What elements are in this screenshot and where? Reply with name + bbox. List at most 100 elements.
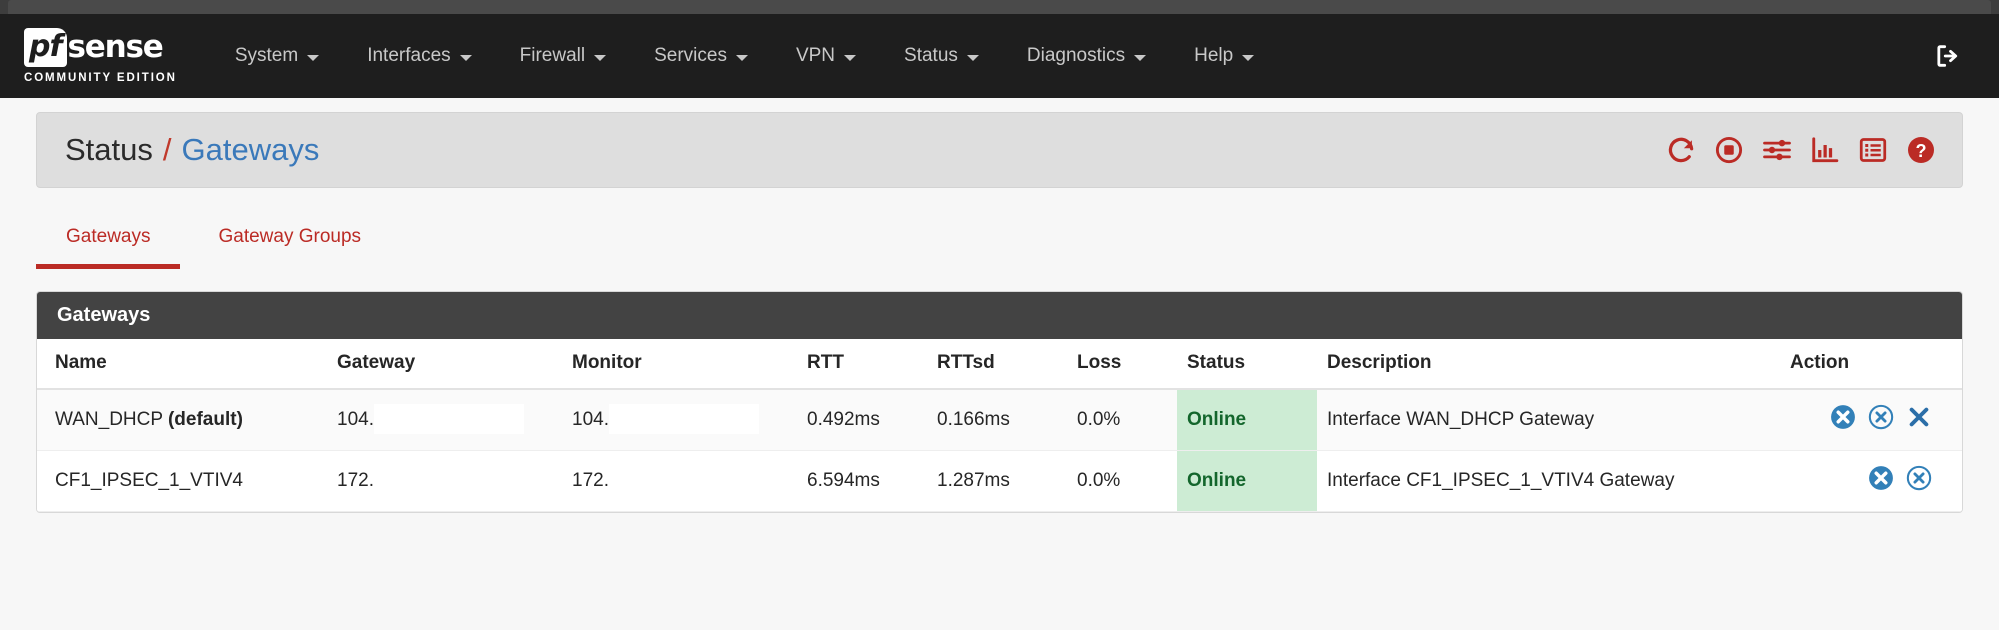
nav-item-help[interactable]: Help <box>1170 14 1278 98</box>
cell-rtt: 6.594ms <box>797 450 927 512</box>
logo-subtitle: COMMUNITY EDITION <box>24 72 177 84</box>
sign-out-icon[interactable] <box>1933 42 1961 70</box>
chevron-down-icon <box>307 55 320 61</box>
gateway-name: WAN_DHCP <box>55 409 163 430</box>
cell-action <box>1762 450 1962 512</box>
status-badge: Online <box>1177 450 1317 512</box>
nav-item-firewall-label: Firewall <box>519 45 586 66</box>
panel-title: Gateways <box>37 292 1962 339</box>
redaction-box <box>373 465 524 495</box>
refresh-icon[interactable] <box>1666 135 1696 165</box>
nav-item-vpn-label: VPN <box>795 45 836 66</box>
cell-rttsd: 1.287ms <box>927 450 1067 512</box>
nav-item-interfaces[interactable]: Interfaces <box>343 14 495 98</box>
times-circle-outline-icon[interactable] <box>1868 404 1894 430</box>
cell-gateway: 104. <box>327 389 562 451</box>
breadcrumb-parent[interactable]: Status <box>65 132 153 167</box>
tab-gateways-label: Gateways <box>66 226 151 247</box>
stop-icon[interactable] <box>1714 135 1744 165</box>
table-header-row: Name Gateway Monitor RTT RTTsd Loss Stat… <box>37 339 1962 390</box>
nav-item-diagnostics-label: Diagnostics <box>1026 45 1126 66</box>
gateways-panel: Gateways Name Gateway Monitor RTT RTTsd … <box>36 291 1963 513</box>
breadcrumb-current[interactable]: Gateways <box>181 132 320 167</box>
gateway-address: 104. <box>337 409 374 431</box>
status-badge: Online <box>1177 389 1317 451</box>
table-header: Name Gateway Monitor RTT RTTsd Loss Stat… <box>37 339 1962 390</box>
times-circle-filled-icon[interactable] <box>1830 404 1856 430</box>
chevron-down-icon <box>966 55 979 61</box>
column-header-monitor: Monitor <box>562 339 797 390</box>
nav-item-diagnostics[interactable]: Diagnostics <box>1003 14 1170 98</box>
window-top-strip <box>0 0 1999 14</box>
chevron-down-icon <box>735 55 748 61</box>
table-body: WAN_DHCP (default) 104. 104. 0.492ms 0.1… <box>37 389 1962 512</box>
table-row[interactable]: CF1_IPSEC_1_VTIV4 172. 172. 6.594ms 1.28… <box>37 450 1962 512</box>
chevron-down-icon <box>1134 55 1147 61</box>
page-header-region: Status / Gateways <box>0 98 1999 188</box>
cell-monitor: 172. <box>562 450 797 512</box>
cell-name: WAN_DHCP (default) <box>37 389 327 451</box>
main-navbar: pf sense COMMUNITY EDITION System Interf… <box>0 14 1999 98</box>
gateways-panel-region: Gateways Name Gateway Monitor RTT RTTsd … <box>0 269 1999 513</box>
logo-sense-text: sense <box>67 29 164 65</box>
column-header-rtt: RTT <box>797 339 927 390</box>
bar-chart-icon[interactable] <box>1810 135 1840 165</box>
pfsense-logo[interactable]: pf sense COMMUNITY EDITION <box>24 28 177 84</box>
nav-item-vpn[interactable]: VPN <box>772 14 880 98</box>
cell-rtt: 0.492ms <box>797 389 927 451</box>
cell-action <box>1762 389 1962 451</box>
default-badge: (default) <box>167 409 243 430</box>
cell-loss: 0.0% <box>1067 389 1177 451</box>
logo-pf-text: pf <box>24 28 67 67</box>
column-header-status: Status <box>1177 339 1317 390</box>
column-header-loss: Loss <box>1067 339 1177 390</box>
times-icon[interactable] <box>1906 404 1932 430</box>
table-row[interactable]: WAN_DHCP (default) 104. 104. 0.492ms 0.1… <box>37 389 1962 451</box>
cell-gateway: 172. <box>327 450 562 512</box>
nav-item-system-label: System <box>234 45 299 66</box>
breadcrumb: Status / Gateways <box>65 132 319 168</box>
gateway-address: 172. <box>337 470 374 492</box>
chevron-down-icon <box>1242 55 1255 61</box>
times-circle-outline-icon[interactable] <box>1906 465 1932 491</box>
cell-description: Interface CF1_IPSEC_1_VTIV4 Gateway <box>1317 450 1762 512</box>
nav-item-services-label: Services <box>654 45 727 66</box>
cell-monitor: 104. <box>562 389 797 451</box>
navbar-menu: System Interfaces Firewall Services VPN … <box>211 14 1278 98</box>
nav-item-status[interactable]: Status <box>880 14 1003 98</box>
monitor-address: 172. <box>572 470 609 492</box>
nav-item-interfaces-label: Interfaces <box>367 45 451 66</box>
nav-item-system[interactable]: System <box>211 14 343 98</box>
list-icon[interactable] <box>1858 135 1888 165</box>
cell-description: Interface WAN_DHCP Gateway <box>1317 389 1762 451</box>
cell-loss: 0.0% <box>1067 450 1177 512</box>
nav-item-firewall[interactable]: Firewall <box>496 14 630 98</box>
chevron-down-icon <box>844 55 857 61</box>
pfsense-logo-mark: pf sense <box>24 28 164 67</box>
nav-item-help-label: Help <box>1194 45 1234 66</box>
nav-item-status-label: Status <box>904 45 958 66</box>
column-header-action: Action <box>1762 339 1962 390</box>
chevron-down-icon <box>459 55 472 61</box>
redaction-box <box>608 465 759 495</box>
tab-gateways[interactable]: Gateways <box>36 218 181 269</box>
sliders-icon[interactable] <box>1762 135 1792 165</box>
breadcrumb-separator: / <box>162 132 172 167</box>
help-icon[interactable]: ? <box>1906 135 1936 165</box>
column-header-rttsd: RTTsd <box>927 339 1067 390</box>
page-header-panel: Status / Gateways <box>36 112 1963 188</box>
row-actions <box>1830 404 1932 430</box>
cell-rttsd: 0.166ms <box>927 389 1067 451</box>
nav-item-services[interactable]: Services <box>630 14 772 98</box>
redaction-box <box>373 404 524 434</box>
tab-gateway-groups-label: Gateway Groups <box>218 226 362 247</box>
times-circle-filled-icon[interactable] <box>1868 465 1894 491</box>
window-top-strip-inner <box>8 0 1991 14</box>
chevron-down-icon <box>594 55 607 61</box>
tab-gateway-groups[interactable]: Gateway Groups <box>188 218 391 269</box>
monitor-address: 104. <box>572 409 609 431</box>
column-header-name: Name <box>37 339 327 390</box>
cell-name: CF1_IPSEC_1_VTIV4 <box>37 450 327 512</box>
column-header-description: Description <box>1317 339 1762 390</box>
svg-text:?: ? <box>1915 141 1926 161</box>
